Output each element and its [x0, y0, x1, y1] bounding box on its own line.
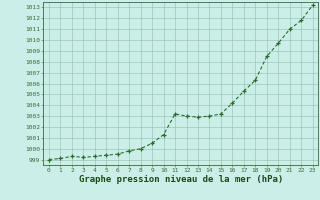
X-axis label: Graphe pression niveau de la mer (hPa): Graphe pression niveau de la mer (hPa) — [79, 175, 283, 184]
